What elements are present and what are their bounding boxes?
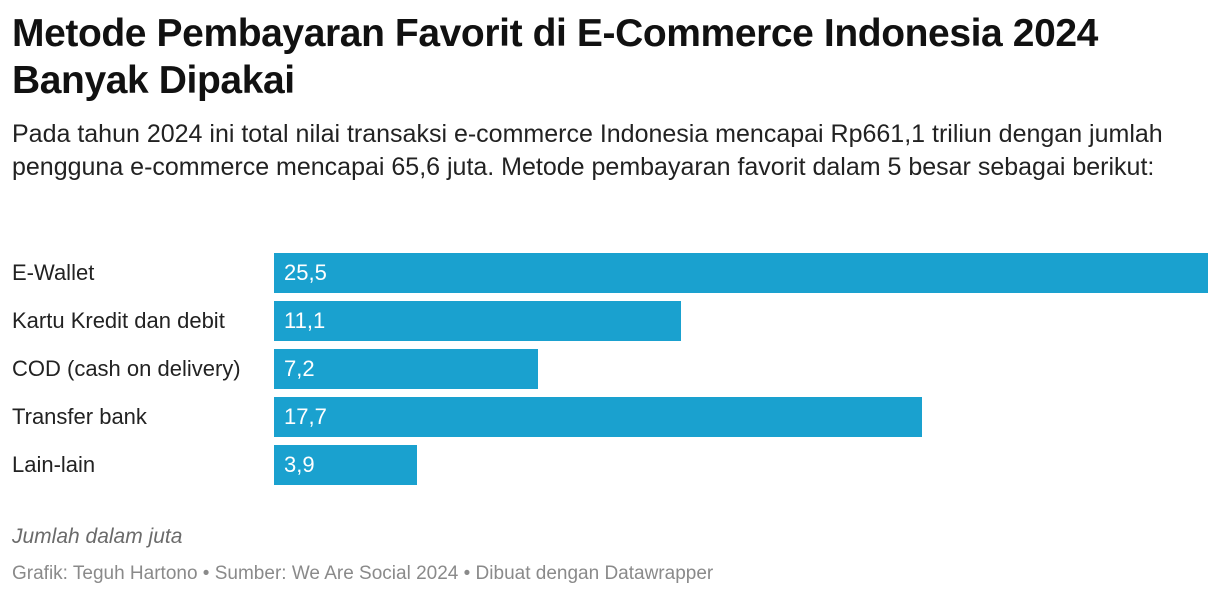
- bar-value-label: 25,5: [284, 260, 327, 285]
- category-label: E-Wallet: [12, 260, 95, 285]
- chart-page: Metode Pembayaran Favorit di E-Commerce …: [12, 10, 1210, 584]
- chart-footer: Grafik: Teguh Hartono • Sumber: We Are S…: [12, 563, 714, 584]
- bar: 25,5: [274, 253, 1208, 293]
- bar: 7,2: [274, 349, 538, 389]
- chart-subtitle: Pada tahun 2024 ini total nilai transaks…: [12, 120, 1163, 181]
- bar: 11,1: [274, 301, 681, 341]
- chart-note: Jumlah dalam juta: [12, 525, 183, 548]
- category-label: Transfer bank: [12, 404, 147, 429]
- bar-value-label: 3,9: [284, 452, 315, 477]
- category-label: COD (cash on delivery): [12, 356, 241, 381]
- category-label: Kartu Kredit dan debit: [12, 308, 225, 333]
- bar-track: 17,7: [274, 397, 1208, 437]
- bar-row: Transfer bank 17,7: [12, 397, 1210, 437]
- bar-chart: E-Wallet 25,5 Kartu Kredit dan debit 11,1 CO…: [12, 253, 1210, 498]
- bar: 3,9: [274, 445, 417, 485]
- chart-title: Metode Pembayaran Favorit di E-Commerce …: [12, 12, 1098, 102]
- bar-track: 25,5: [274, 253, 1208, 293]
- bar-track: 7,2: [274, 349, 1208, 389]
- bar-row: Kartu Kredit dan debit 11,1: [12, 301, 1210, 341]
- bar: 17,7: [274, 397, 922, 437]
- bar-row: Lain-lain 3,9: [12, 445, 1210, 485]
- bar-value-label: 17,7: [284, 404, 327, 429]
- bar-track: 3,9: [274, 445, 1208, 485]
- bar-row: E-Wallet 25,5: [12, 253, 1210, 293]
- bar-value-label: 7,2: [284, 356, 315, 381]
- bar-track: 11,1: [274, 301, 1208, 341]
- bar-value-label: 11,1: [284, 308, 326, 333]
- category-label: Lain-lain: [12, 452, 96, 477]
- bar-row: COD (cash on delivery) 7,2: [12, 349, 1210, 389]
